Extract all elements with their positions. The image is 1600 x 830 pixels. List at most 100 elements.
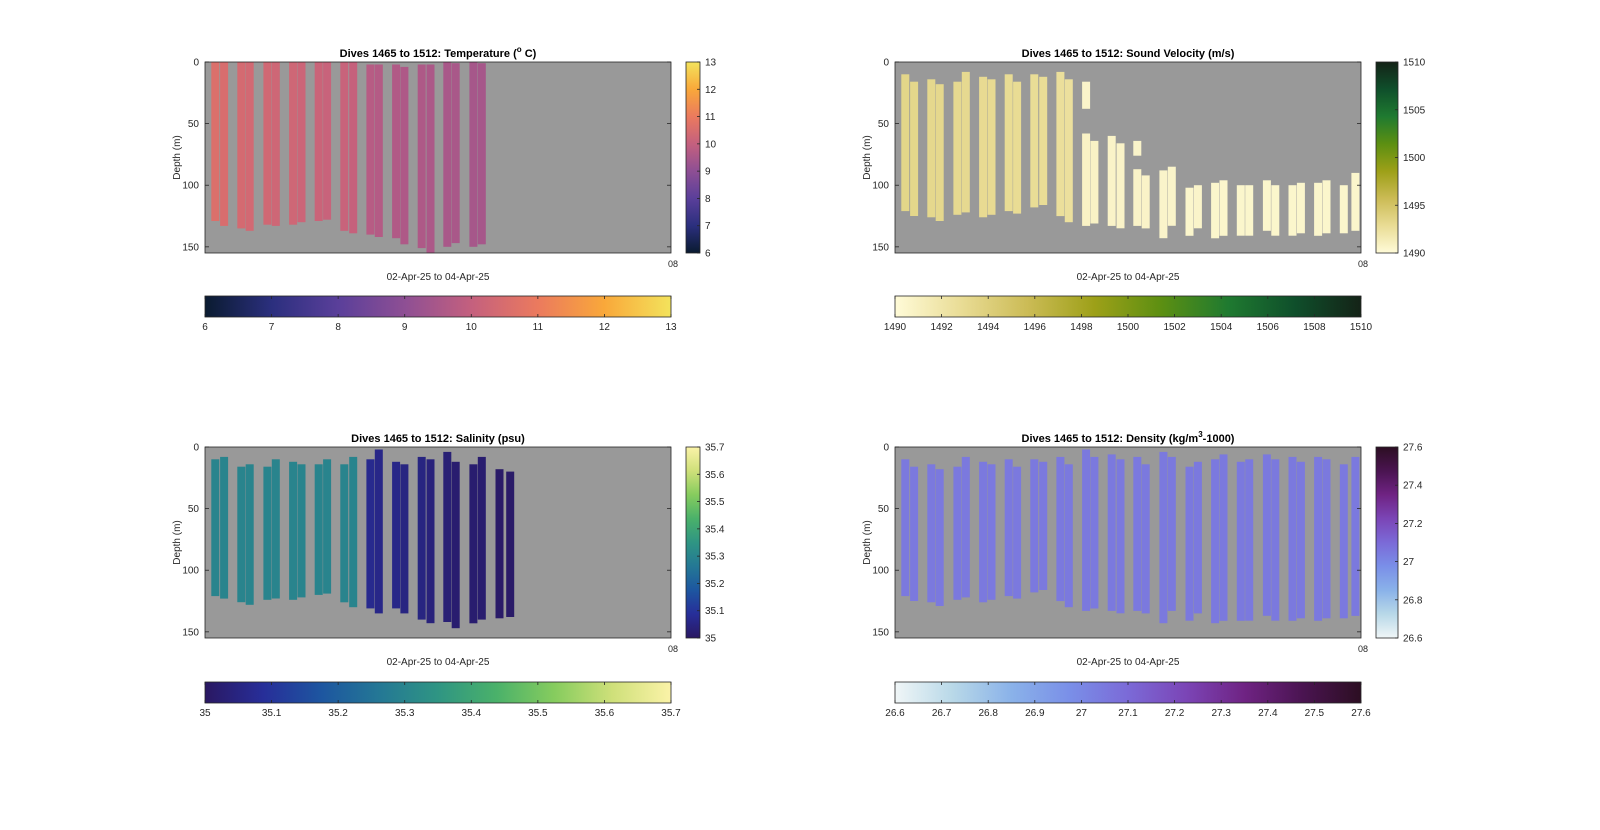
vcb-tick-label: 1505 [1403,105,1426,116]
profile-bar [477,456,486,620]
x-axis-label: 02-Apr-25 to 04-Apr-25 [387,272,490,283]
profile-bar [901,459,910,597]
profile-bar [1193,185,1202,229]
y-tick-label: 0 [883,58,889,69]
profile-bar [400,66,409,245]
chart-title: Dives 1465 to 1512: Temperature (o C) [340,45,537,60]
profile-bar [426,64,435,253]
profile-bar [1082,133,1091,226]
title-superscript: 3 [1198,430,1203,439]
profile-bar [374,64,383,237]
profile-bar [935,469,944,606]
vcb-tick-label: 1500 [1403,153,1426,164]
profile-bar [1262,454,1271,616]
hcb-tick-label: 1502 [1163,322,1186,333]
profile-bar [271,62,280,226]
profile-bar [953,466,962,600]
vcb-tick-label: 27 [1403,557,1415,568]
profile-bar [245,464,254,605]
hcb-tick-label: 26.7 [932,708,952,719]
profile-bar [349,456,358,608]
vertical-colorbar [685,61,701,254]
vcb-tick-label: 27.4 [1403,481,1423,492]
profile-bar [1167,456,1176,611]
hcb-tick-label: 1510 [1350,322,1373,333]
x-tick-label: 08 [668,644,678,654]
profile-bar [1064,464,1073,608]
profile-bar [1271,185,1280,236]
profile-bar [366,459,375,609]
profile-bar [961,71,970,213]
profile-bar [1339,185,1348,234]
profile-bar [1245,185,1254,236]
profile-bar [1322,459,1331,619]
profile-bar [220,62,229,226]
profile-bar [1064,79,1073,223]
vcb-tick-label: 13 [705,58,717,69]
profile-bar [263,62,272,225]
hcb-tick-label: 35.4 [462,708,482,719]
vcb-tick-label: 10 [705,139,717,150]
hcb-tick-label: 1500 [1117,322,1140,333]
hcb-tick-label: 1494 [977,322,1000,333]
profile-bar [1262,180,1271,231]
profile-bar [1185,466,1194,621]
profile-bar [289,461,298,600]
vcb-tick-label: 1510 [1403,58,1426,69]
profile-bar [400,464,409,614]
hcb-tick-label: 27.3 [1211,708,1231,719]
hcb-tick-label: 27.2 [1165,708,1185,719]
y-tick-label: 100 [872,181,889,192]
hcb-tick-label: 27 [1076,708,1088,719]
vcb-tick-label: 27.6 [1403,443,1423,454]
profile-bar [1090,140,1099,224]
profile-bar [979,461,988,603]
hcb-tick-label: 1508 [1303,322,1326,333]
profile-bar [211,62,220,221]
profile-bar [495,469,504,619]
hcb-tick-label: 35.7 [661,708,681,719]
vertical-colorbar [1375,61,1399,254]
hcb-tick-label: 1506 [1257,322,1280,333]
vcb-tick-label: 6 [705,249,711,260]
panel-sound-velocity: 0 50 100 150 08 Depth (m) 02-Apr-25 to 04-Apr-… [862,48,1426,333]
profile-bar [1271,459,1280,621]
profile-bar [366,64,375,235]
hcb-tick-label: 1504 [1210,322,1233,333]
x-tick-label: 08 [1358,644,1368,654]
profile-bar [1056,71,1065,217]
profile-bar [289,62,298,225]
profile-bar [1159,451,1168,624]
profile-bar [1322,180,1331,234]
vcb-tick-label: 35.1 [705,606,725,617]
x-axis-label: 02-Apr-25 to 04-Apr-25 [1077,657,1180,668]
profile-bar [1236,185,1245,236]
profile-bar [1236,461,1245,621]
hcb-tick-label: 1498 [1070,322,1093,333]
hcb-tick-label: 35.5 [528,708,548,719]
hcb-tick-label: 35.6 [595,708,615,719]
profile-bar [1296,182,1305,234]
profile-bar [392,461,401,609]
profile-bar [451,461,460,629]
hcb-tick-label: 35 [199,708,211,719]
profile-bar [263,466,272,600]
profile-bar [1288,185,1297,236]
plot-area [895,447,1361,638]
profile-bar [469,62,478,247]
plot-area [895,62,1361,253]
profile-bar [935,84,944,221]
vcb-tick-label: 35.6 [705,470,725,481]
hcb-tick-label: 27.6 [1351,708,1371,719]
profile-bar [901,74,910,212]
title-main: Dives 1465 to 1512: Density (kg/m [1022,433,1199,445]
profile-bar [1013,466,1022,599]
plot-area [205,62,671,253]
profile-bar [451,63,460,244]
y-axis-label: Depth (m) [862,135,873,179]
profile-bar [1107,135,1116,226]
y-tick-label: 150 [182,242,199,253]
profile-bar [297,464,306,598]
title-main: Dives 1465 to 1512: Salinity (psu) [351,433,525,445]
